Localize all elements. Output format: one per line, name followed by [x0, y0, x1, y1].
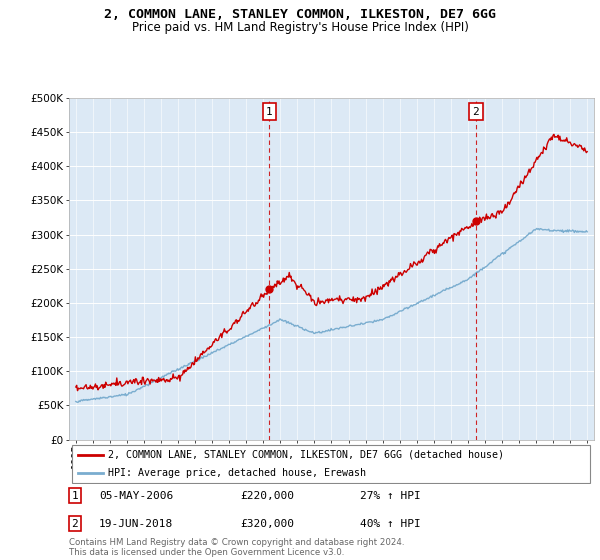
Text: 2: 2: [472, 106, 479, 116]
Text: 2, COMMON LANE, STANLEY COMMON, ILKESTON, DE7 6GG: 2, COMMON LANE, STANLEY COMMON, ILKESTON…: [104, 8, 496, 21]
Text: Price paid vs. HM Land Registry's House Price Index (HPI): Price paid vs. HM Land Registry's House …: [131, 21, 469, 34]
FancyBboxPatch shape: [71, 445, 590, 483]
Text: 1: 1: [266, 106, 272, 116]
Text: 1: 1: [71, 491, 79, 501]
Text: £220,000: £220,000: [240, 491, 294, 501]
Point: [471, 217, 481, 226]
Text: 2, COMMON LANE, STANLEY COMMON, ILKESTON, DE7 6GG (detached house): 2, COMMON LANE, STANLEY COMMON, ILKESTON…: [109, 450, 505, 460]
Point: [265, 285, 274, 294]
Text: 2: 2: [71, 519, 79, 529]
Text: £320,000: £320,000: [240, 519, 294, 529]
Text: 27% ↑ HPI: 27% ↑ HPI: [360, 491, 421, 501]
Text: Contains HM Land Registry data © Crown copyright and database right 2024.
This d: Contains HM Land Registry data © Crown c…: [69, 538, 404, 557]
Text: HPI: Average price, detached house, Erewash: HPI: Average price, detached house, Erew…: [109, 468, 367, 478]
Text: 19-JUN-2018: 19-JUN-2018: [99, 519, 173, 529]
Text: 40% ↑ HPI: 40% ↑ HPI: [360, 519, 421, 529]
Text: 05-MAY-2006: 05-MAY-2006: [99, 491, 173, 501]
